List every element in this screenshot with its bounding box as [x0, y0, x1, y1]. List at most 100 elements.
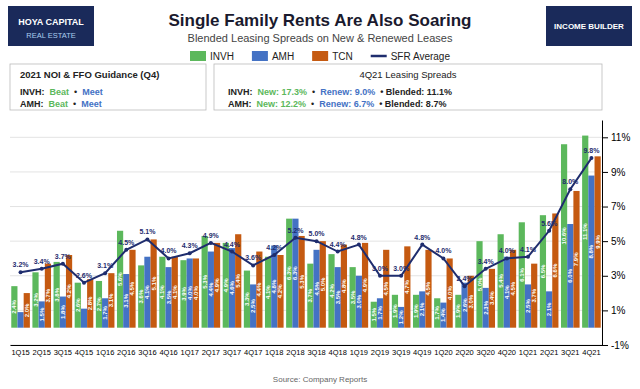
annotation-text: Beat — [50, 87, 70, 97]
bar-label: 4.5% — [314, 281, 320, 295]
tick-mark — [602, 207, 608, 208]
tick-label: 3Q20 — [477, 348, 495, 357]
annotation-title: 4Q21 Leasing Spreads — [359, 69, 456, 80]
bar-label: 2.1% — [546, 302, 552, 316]
annotation-text: Renew: 6.7% — [319, 99, 374, 109]
bar — [320, 241, 326, 328]
annotation-text: • Blended: 11.1% — [380, 87, 452, 97]
bar-label: 5.0% — [320, 277, 326, 291]
marker — [103, 271, 107, 275]
annotation-text: • — [312, 87, 315, 97]
tick-label: 5% — [611, 236, 626, 247]
tick: 3Q20 — [477, 348, 495, 357]
grid-line — [10, 137, 602, 138]
bar — [96, 281, 102, 328]
bar — [87, 279, 93, 327]
annotation-text: New: 17.3% — [258, 87, 308, 97]
bar-label: 4.8% — [341, 279, 347, 293]
tick-label: 3% — [611, 270, 626, 281]
marker — [336, 250, 340, 254]
legend-label: INVH — [210, 51, 234, 62]
bar — [32, 272, 38, 327]
annotation-box — [10, 64, 206, 110]
bar-label: 4.9% — [362, 278, 368, 292]
tick-label: 4Q15 — [75, 348, 93, 357]
bar-label: 2.0% — [24, 303, 30, 317]
legend-symbol — [371, 55, 387, 58]
bar — [519, 222, 525, 327]
tick-label: 3Q19 — [392, 348, 410, 357]
bar-label: 2.6% — [75, 298, 81, 312]
bar-label: 6.3% — [292, 266, 298, 280]
bar-label: 3.5% — [166, 290, 172, 304]
legend-symbol — [312, 51, 328, 61]
tick: 3Q17 — [223, 348, 241, 357]
bar — [371, 302, 377, 328]
tick: 2Q17 — [202, 348, 220, 357]
bar-label: 4.0% — [193, 286, 199, 300]
bar-label: 3.7% — [531, 288, 537, 302]
markers — [19, 156, 594, 288]
bar — [54, 262, 60, 328]
tick: 3% — [602, 270, 626, 281]
marker — [315, 239, 319, 243]
marker — [188, 251, 192, 255]
tick-label: 1Q18 — [265, 348, 283, 357]
marker — [399, 274, 403, 278]
tick: 2Q21 — [540, 348, 558, 357]
bar-label: 3.1% — [108, 293, 114, 307]
bar — [229, 248, 235, 328]
bar-label: 3.0% — [468, 294, 474, 308]
bar — [588, 176, 594, 328]
tick-label: 3Q21 — [561, 348, 579, 357]
bar-label: 4.4% — [256, 282, 262, 296]
bar-label: 4.5% — [425, 281, 431, 295]
line-label: 4.4% — [330, 241, 347, 248]
bar — [277, 255, 283, 328]
tick: 1% — [602, 305, 626, 316]
line-label: 3.0% — [393, 265, 410, 272]
tick-label: 2Q20 — [455, 348, 473, 357]
bar-series — [24, 156, 601, 327]
bar-label: 3.7% — [45, 288, 51, 302]
bar — [425, 250, 431, 328]
plot: 2.4%3.2%3.8%2.6%2.7%5.6%3.6%4.1%3.9%5.3%… — [10, 121, 630, 358]
tick-label: 4Q18 — [329, 348, 347, 357]
bar — [307, 264, 313, 328]
tick-mark — [602, 137, 608, 138]
bar-label: 6.6% — [552, 263, 558, 277]
tick-label: 2Q15 — [33, 348, 51, 357]
bar — [187, 258, 193, 327]
marker — [272, 253, 276, 257]
bar-label: 4.9% — [214, 278, 220, 292]
line-label: 4.5% — [118, 239, 135, 246]
bar — [561, 144, 567, 327]
bar — [214, 243, 220, 328]
grid-line — [10, 241, 602, 242]
bar-series — [17, 176, 594, 328]
tick-label: 1Q21 — [519, 348, 537, 357]
bar — [81, 309, 87, 328]
logo-text: INCOME BUILDER — [554, 22, 624, 31]
tick: 4Q20 — [498, 348, 516, 357]
bar-label: 2.8% — [87, 296, 93, 310]
line-label: 2.4% — [457, 275, 474, 282]
tick-label: 11% — [611, 132, 630, 143]
bar — [461, 283, 467, 328]
bar-label: 5.0% — [477, 277, 483, 291]
bar — [202, 236, 208, 328]
bar — [398, 307, 404, 328]
bar-label: 2.4% — [11, 299, 17, 313]
tick: 11% — [602, 132, 630, 143]
data-labels: 2.4%3.2%3.8%2.6%2.7%5.6%3.6%4.1%3.9%5.3%… — [11, 147, 600, 324]
logo-text: HOYA CAPITAL — [18, 17, 84, 27]
tick-label: 4Q19 — [413, 348, 431, 357]
bar-label: 3.5% — [350, 290, 356, 304]
bar — [11, 286, 17, 328]
bar-label: 4.8% — [271, 279, 277, 293]
bar — [60, 297, 66, 328]
tick: 9% — [602, 167, 626, 178]
source: Source: Company Reports — [273, 375, 367, 384]
bar — [525, 284, 531, 327]
bar — [552, 213, 558, 327]
